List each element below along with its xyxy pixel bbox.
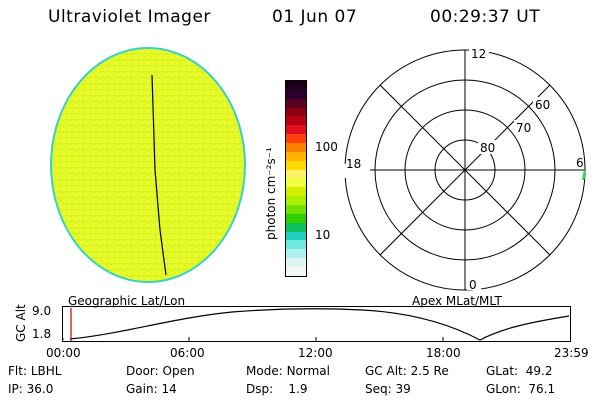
colorbar-tick-10: 10: [315, 228, 331, 242]
altitude-ymax: 9.0: [32, 304, 52, 318]
colorbar-swatch: [286, 249, 306, 259]
colorbar-tick-100: 100: [315, 140, 338, 154]
altitude-xtick-0600: 06:00: [170, 346, 205, 360]
status-ip: IP: 36.0: [8, 382, 54, 396]
altitude-xtick-0000: 00:00: [46, 346, 81, 360]
status-filter: Flt: LBHL: [8, 364, 62, 378]
colorbar-swatch: [286, 205, 306, 214]
polar-plot: 18 12 6 0 60 70 80: [344, 44, 586, 292]
colorbar-swatch: [286, 81, 306, 90]
status-gc-alt: GC Alt: 2.5 Re: [365, 364, 449, 378]
colorbar-swatch: [286, 178, 306, 188]
colorbar-swatch: [286, 98, 306, 108]
colorbar-swatch: [286, 231, 306, 241]
status-glon: GLon: 76.1: [486, 382, 556, 396]
colorbar-swatch: [286, 107, 306, 117]
colorbar-swatch: [286, 213, 306, 223]
polar-data-edge: [582, 169, 586, 180]
terminator-line: [151, 74, 167, 276]
projection-left-label: Geographic Lat/Lon: [68, 294, 186, 308]
colorbar-unit-label: photon cm⁻²s⁻¹: [264, 147, 278, 240]
colorbar-swatch: [286, 125, 306, 135]
colorbar-swatch: [286, 222, 306, 232]
mlt-label-right: 6: [576, 156, 584, 170]
observation-date: 01 Jun 07: [272, 7, 358, 27]
mlt-label-top: 12: [471, 47, 486, 61]
colorbar-swatch: [286, 160, 306, 170]
mlat-label-70: 70: [516, 121, 531, 135]
status-dsp: Dsp: 1.9: [246, 382, 308, 396]
status-seq: Seq: 39: [365, 382, 411, 396]
colorbar-swatch: [286, 240, 306, 250]
status-door: Door: Open: [126, 364, 195, 378]
altitude-ylabel: GC Alt: [14, 304, 28, 342]
mlt-label-left: 18: [346, 157, 361, 171]
status-mode: Mode: Normal: [246, 364, 330, 378]
color-bar: [285, 80, 307, 277]
colorbar-swatch: [286, 143, 306, 152]
instrument-title: Ultraviolet Imager: [48, 7, 211, 27]
status-glat: GLat: 49.2: [486, 364, 553, 378]
colorbar-swatch: [286, 134, 306, 144]
colorbar-swatch: [286, 89, 306, 99]
altitude-xtick-1800: 18:00: [426, 346, 461, 360]
altitude-plot: [62, 306, 571, 342]
altitude-ymin: 1.8: [32, 327, 52, 341]
colorbar-swatch: [286, 151, 306, 161]
colorbar-swatch: [286, 258, 306, 268]
projection-right-label: Apex MLat/MLT: [412, 294, 502, 308]
altitude-curve: [69, 308, 570, 341]
uv-image-panel: [50, 47, 246, 283]
colorbar-swatch: [286, 267, 306, 276]
mlt-label-bottom: 0: [469, 278, 477, 292]
colorbar-swatch: [286, 187, 306, 197]
observation-time: 00:29:37 UT: [430, 7, 541, 27]
altitude-xtick-1200: 12:00: [298, 346, 333, 360]
mlat-label-80: 80: [480, 141, 495, 155]
mlat-label-60: 60: [535, 98, 550, 112]
colorbar-swatch: [286, 196, 306, 206]
colorbar-swatch: [286, 169, 306, 179]
colorbar-swatch: [286, 116, 306, 126]
altitude-xtick-2359: 23:59: [554, 346, 589, 360]
status-gain: Gain: 14: [126, 382, 177, 396]
